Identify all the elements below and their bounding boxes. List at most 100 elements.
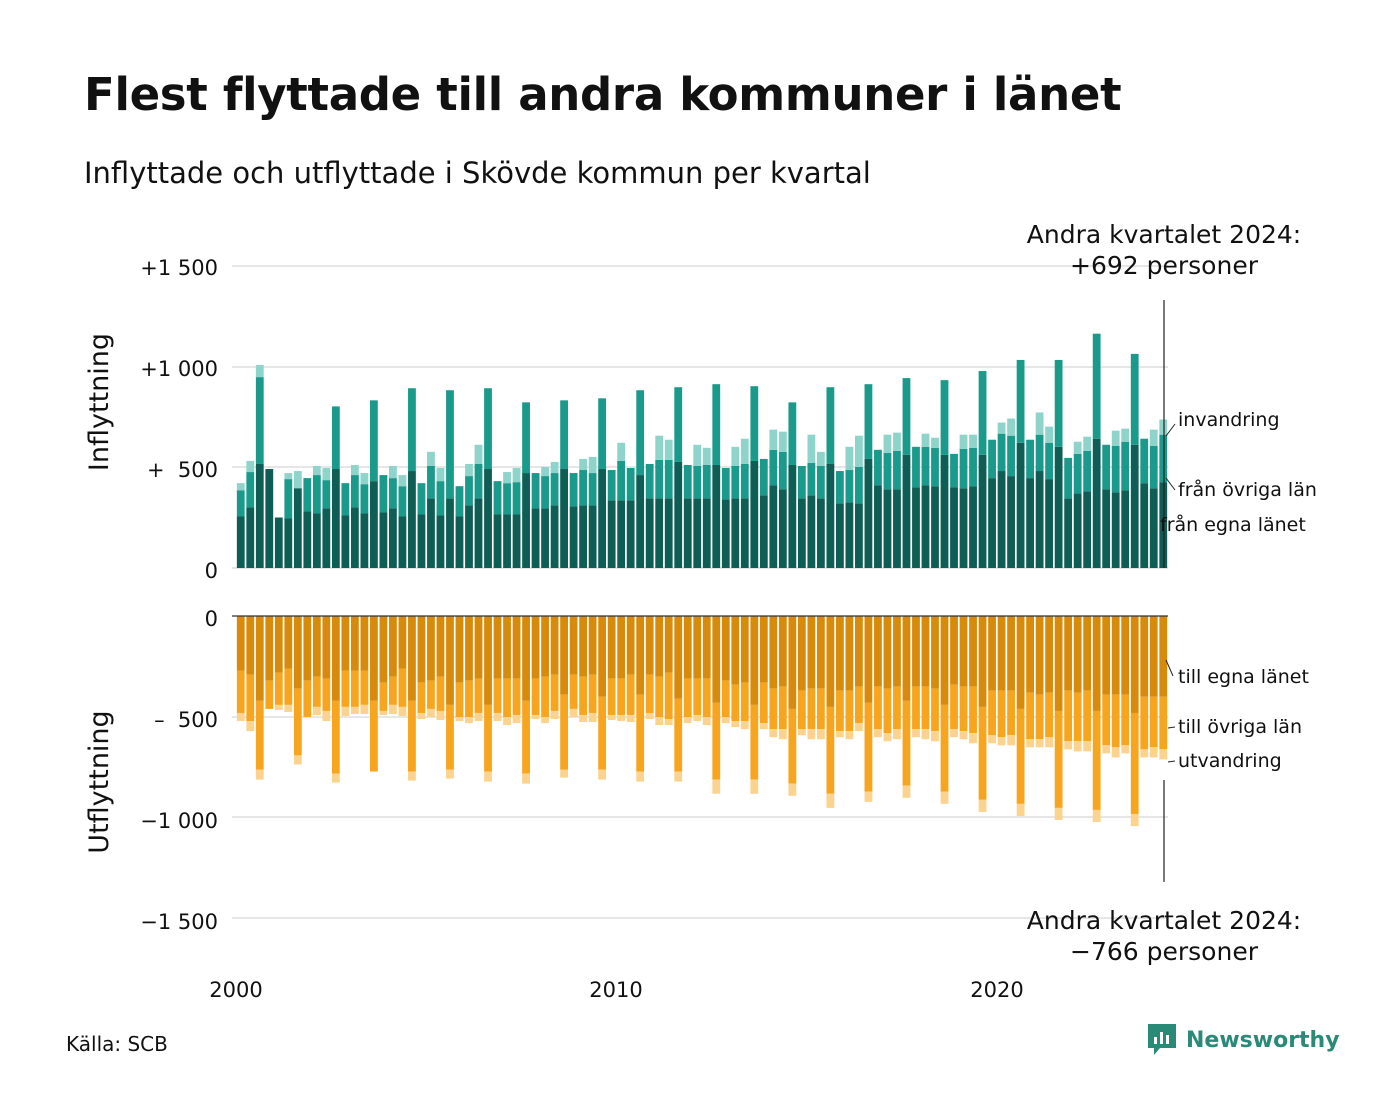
bar-fran-ovriga-lan [408, 388, 416, 472]
bar-till-ovriga-lan [1130, 712, 1139, 814]
top-annotation-line1: Andra kvartalet 2024: [1027, 220, 1301, 249]
bar-fran-egna-lanet [1083, 491, 1092, 568]
bar-invandring [921, 433, 930, 447]
bar-fran-egna-lanet [874, 485, 882, 568]
y-tick-label: + 500 [147, 458, 218, 482]
bar-utvandring [636, 771, 645, 782]
bar-till-egna-lanet [1083, 616, 1092, 691]
bar-till-egna-lanet [522, 616, 530, 701]
gridlines [232, 265, 1168, 919]
bar-utvandring [569, 708, 578, 717]
bar-till-ovriga-lan [541, 676, 549, 717]
bar-invandring [360, 473, 369, 485]
bar-utvandring [797, 729, 806, 736]
bar-invandring [1121, 428, 1130, 442]
bar-till-ovriga-lan [312, 676, 321, 707]
bar-till-ovriga-lan [303, 680, 312, 717]
bar-till-egna-lanet [1026, 616, 1034, 693]
bar-till-egna-lanet [1140, 616, 1149, 697]
bar-till-egna-lanet [312, 616, 321, 677]
bar-fran-egna-lanet [284, 518, 293, 568]
bar-utvandring [769, 729, 778, 738]
bar-fran-ovriga-lan [522, 402, 530, 474]
bar-till-egna-lanet [617, 616, 626, 679]
label-leader [1167, 726, 1176, 729]
bar-till-ovriga-lan [1092, 710, 1101, 810]
logo-text: Newsworthy [1186, 1027, 1340, 1053]
bar-fran-egna-lanet [408, 471, 416, 568]
bar-fran-egna-lanet [1121, 490, 1130, 568]
bar-utvandring [1054, 807, 1063, 821]
bar-till-egna-lanet [816, 616, 825, 689]
bar-fran-egna-lanet [788, 464, 797, 568]
bar-utvandring [1007, 735, 1015, 746]
bar-utvandring [236, 712, 245, 722]
bar-till-ovriga-lan [427, 680, 435, 709]
bar-fran-ovriga-lan [370, 400, 378, 482]
bar-invandring [503, 472, 511, 484]
bar-fran-ovriga-lan [1016, 359, 1025, 443]
bar-fran-ovriga-lan [436, 481, 445, 516]
bar-invandring [769, 429, 778, 450]
bar-utvandring [1035, 739, 1044, 748]
bar-till-egna-lanet [1045, 616, 1054, 693]
bar-fran-ovriga-lan [1111, 445, 1120, 493]
bar-fran-egna-lanet [1026, 478, 1034, 568]
bar-utvandring [284, 704, 293, 712]
bar-fran-ovriga-lan [988, 439, 996, 479]
bar-till-egna-lanet [740, 616, 749, 683]
bar-till-ovriga-lan [816, 688, 825, 730]
bar-invandring [465, 463, 473, 477]
bar-invandring [1149, 429, 1158, 446]
bar-fran-egna-lanet [731, 498, 740, 568]
bar-till-ovriga-lan [931, 688, 939, 732]
bar-fran-egna-lanet [702, 498, 711, 568]
bar-invandring [246, 460, 255, 473]
bar-till-egna-lanet [1064, 616, 1073, 691]
bar-till-egna-lanet [293, 616, 302, 689]
bar-invandring [284, 473, 293, 480]
bar-invandring [959, 434, 968, 449]
series-label-utvandring: utvandring [1178, 750, 1282, 772]
bar-invandring [883, 434, 892, 453]
bar-till-ovriga-lan [1149, 696, 1158, 748]
bar-utvandring [826, 793, 835, 808]
bar-till-egna-lanet [978, 616, 987, 707]
bar-utvandring [512, 714, 521, 724]
bar-fran-ovriga-lan [855, 467, 863, 504]
bar-till-ovriga-lan [1035, 694, 1044, 740]
bar-utvandring [588, 712, 597, 723]
bar-fran-egna-lanet [931, 486, 939, 568]
bar-till-ovriga-lan [902, 700, 911, 786]
bar-invandring [236, 483, 245, 491]
bar-till-ovriga-lan [788, 708, 797, 784]
bar-utvandring [322, 710, 331, 722]
chart-title: Flest flyttade till andra kommuner i län… [84, 68, 1122, 121]
y-tick-label: −1 500 [140, 910, 218, 934]
bar-till-egna-lanet [569, 616, 578, 675]
bar-fran-egna-lanet [912, 487, 920, 568]
bar-fran-ovriga-lan [1092, 333, 1101, 439]
bar-fran-egna-lanet [474, 498, 483, 568]
bar-utvandring [1064, 741, 1073, 750]
bar-fran-ovriga-lan [1121, 441, 1130, 491]
bar-till-ovriga-lan [331, 700, 340, 774]
bar-fran-ovriga-lan [236, 490, 245, 517]
newsworthy-logo: Newsworthy [1146, 1022, 1340, 1058]
bar-till-ovriga-lan [360, 670, 369, 705]
bar-till-ovriga-lan [797, 690, 806, 730]
bar-utvandring [664, 719, 673, 726]
bar-till-egna-lanet [1149, 616, 1158, 697]
bar-till-ovriga-lan [997, 690, 1006, 738]
bar-fran-egna-lanet [883, 489, 892, 568]
bar-fran-ovriga-lan [474, 463, 483, 499]
bar-fran-ovriga-lan [826, 387, 835, 464]
bar-fran-egna-lanet [322, 508, 331, 568]
bar-till-egna-lanet [255, 616, 264, 701]
bar-till-ovriga-lan [940, 704, 949, 792]
bar-utvandring [446, 769, 454, 779]
bar-till-ovriga-lan [550, 674, 559, 711]
bar-utvandring [912, 729, 920, 738]
bar-fran-egna-lanet [446, 498, 454, 568]
bar-utvandring [874, 729, 882, 738]
